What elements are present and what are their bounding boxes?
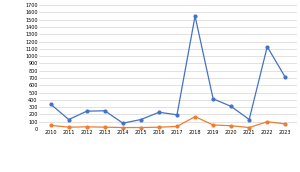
Autochthonous cases xyxy=(121,122,125,124)
Deaths xyxy=(139,127,143,129)
Deaths xyxy=(49,124,52,126)
Line: Autochthonous cases: Autochthonous cases xyxy=(49,15,287,125)
Deaths xyxy=(248,127,251,129)
Autochthonous cases xyxy=(49,103,52,105)
Deaths xyxy=(193,116,197,118)
Deaths xyxy=(175,125,179,127)
Autochthonous cases xyxy=(284,76,287,78)
Line: Deaths: Deaths xyxy=(49,115,287,129)
Deaths xyxy=(67,126,70,128)
Autochthonous cases xyxy=(248,119,251,121)
Autochthonous cases xyxy=(193,15,197,17)
Autochthonous cases xyxy=(157,111,161,113)
Deaths xyxy=(284,123,287,125)
Deaths xyxy=(211,124,215,126)
Autochthonous cases xyxy=(211,98,215,100)
Deaths xyxy=(121,127,125,129)
Deaths xyxy=(266,121,269,123)
Autochthonous cases xyxy=(175,114,179,116)
Autochthonous cases xyxy=(103,110,107,112)
Autochthonous cases xyxy=(139,119,143,121)
Autochthonous cases xyxy=(266,46,269,48)
Deaths xyxy=(85,126,88,128)
Deaths xyxy=(157,126,161,128)
Deaths xyxy=(229,125,233,127)
Deaths xyxy=(103,126,107,128)
Autochthonous cases xyxy=(85,110,88,112)
Autochthonous cases xyxy=(229,105,233,108)
Autochthonous cases xyxy=(67,119,70,121)
